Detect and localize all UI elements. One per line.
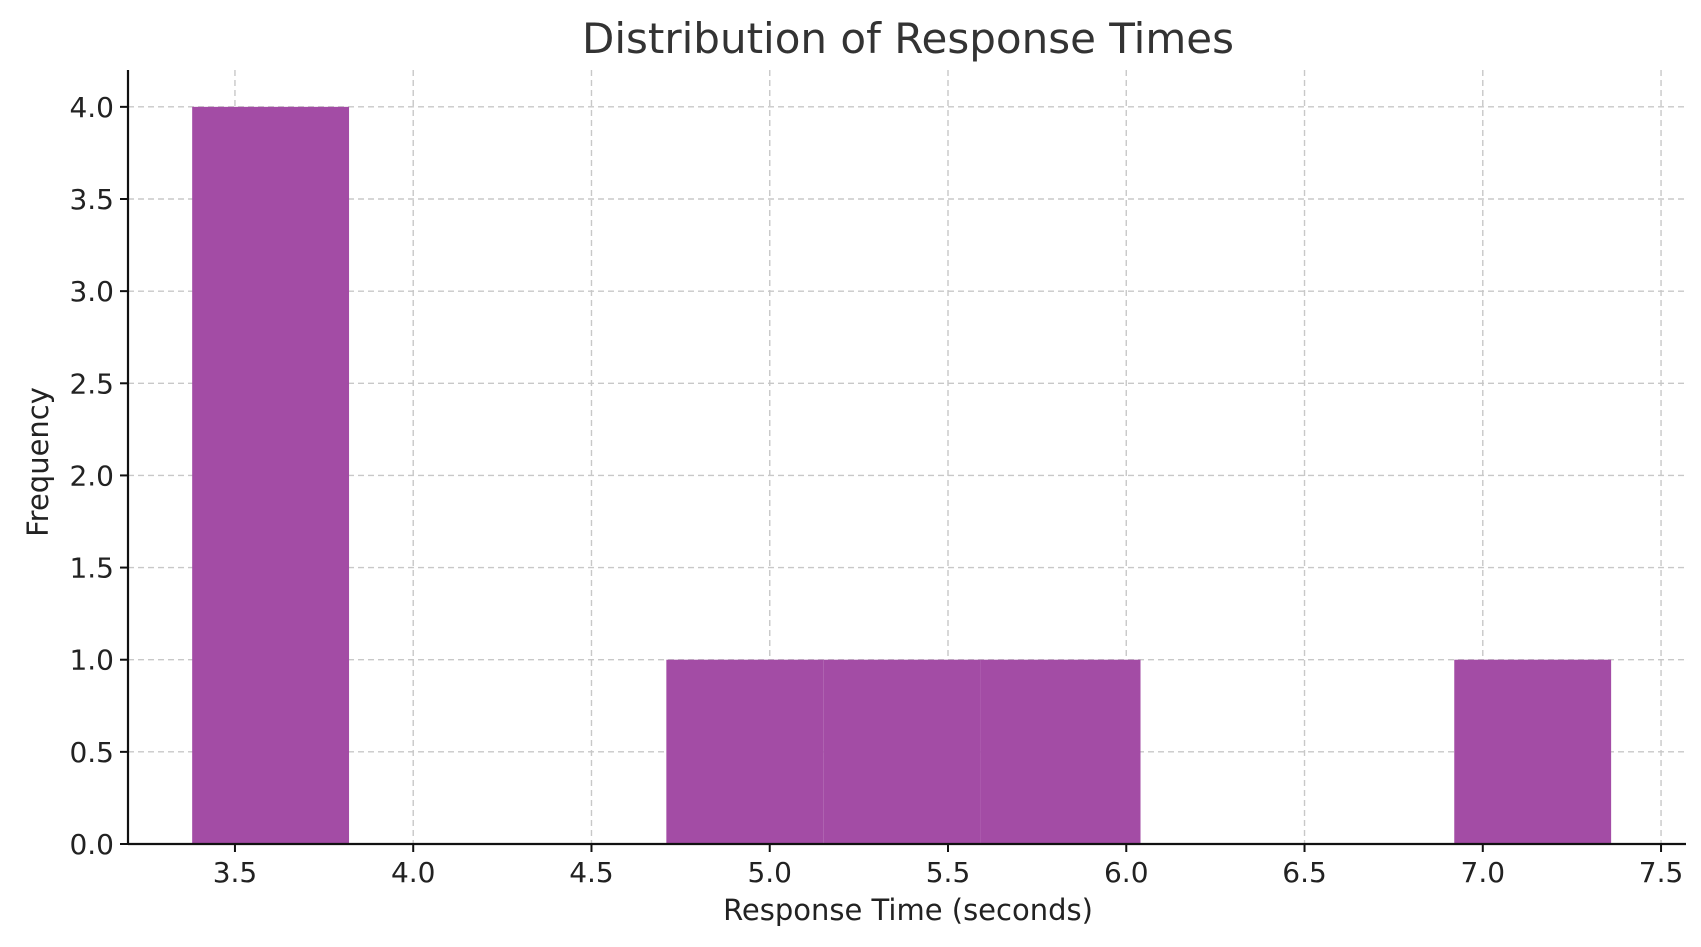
x-tick-label: 6.0 (1104, 856, 1149, 889)
chart-title: Distribution of Response Times (582, 14, 1234, 63)
x-tick-label: 7.0 (1461, 856, 1506, 889)
y-tick-label: 1.5 (69, 552, 114, 585)
histogram-bar (666, 659, 824, 844)
x-tick-label: 5.5 (926, 856, 971, 889)
x-tick-label: 7.5 (1639, 856, 1684, 889)
x-tick-label: 4.0 (391, 856, 436, 889)
x-axis-ticks: 3.5 4.0 4.5 5.0 5.5 6.0 6.5 7.0 7.5 (213, 844, 1684, 889)
x-tick-label: 6.5 (1282, 856, 1327, 889)
y-tick-label: 3.0 (69, 275, 114, 308)
x-tick-label: 4.5 (569, 856, 614, 889)
y-tick-label: 2.5 (69, 367, 114, 400)
x-axis-label: Response Time (seconds) (723, 893, 1093, 927)
y-tick-label: 0.5 (69, 736, 114, 769)
y-tick-label: 1.0 (69, 644, 114, 677)
y-axis-ticks: 0.0 0.5 1.0 1.5 2.0 2.5 3.0 3.5 4.0 (69, 91, 128, 861)
y-axis-label: Frequency (21, 387, 55, 537)
x-tick-label: 3.5 (213, 856, 258, 889)
histogram-bar (1454, 659, 1612, 844)
x-tick-label: 5.0 (747, 856, 792, 889)
y-tick-label: 0.0 (69, 828, 114, 861)
y-tick-label: 3.5 (69, 183, 114, 216)
histogram-bar (980, 659, 1141, 844)
histogram-bar (192, 106, 350, 845)
y-tick-label: 4.0 (69, 91, 114, 124)
y-tick-label: 2.0 (69, 459, 114, 492)
histogram-bar (823, 659, 981, 844)
bars (192, 106, 1612, 845)
